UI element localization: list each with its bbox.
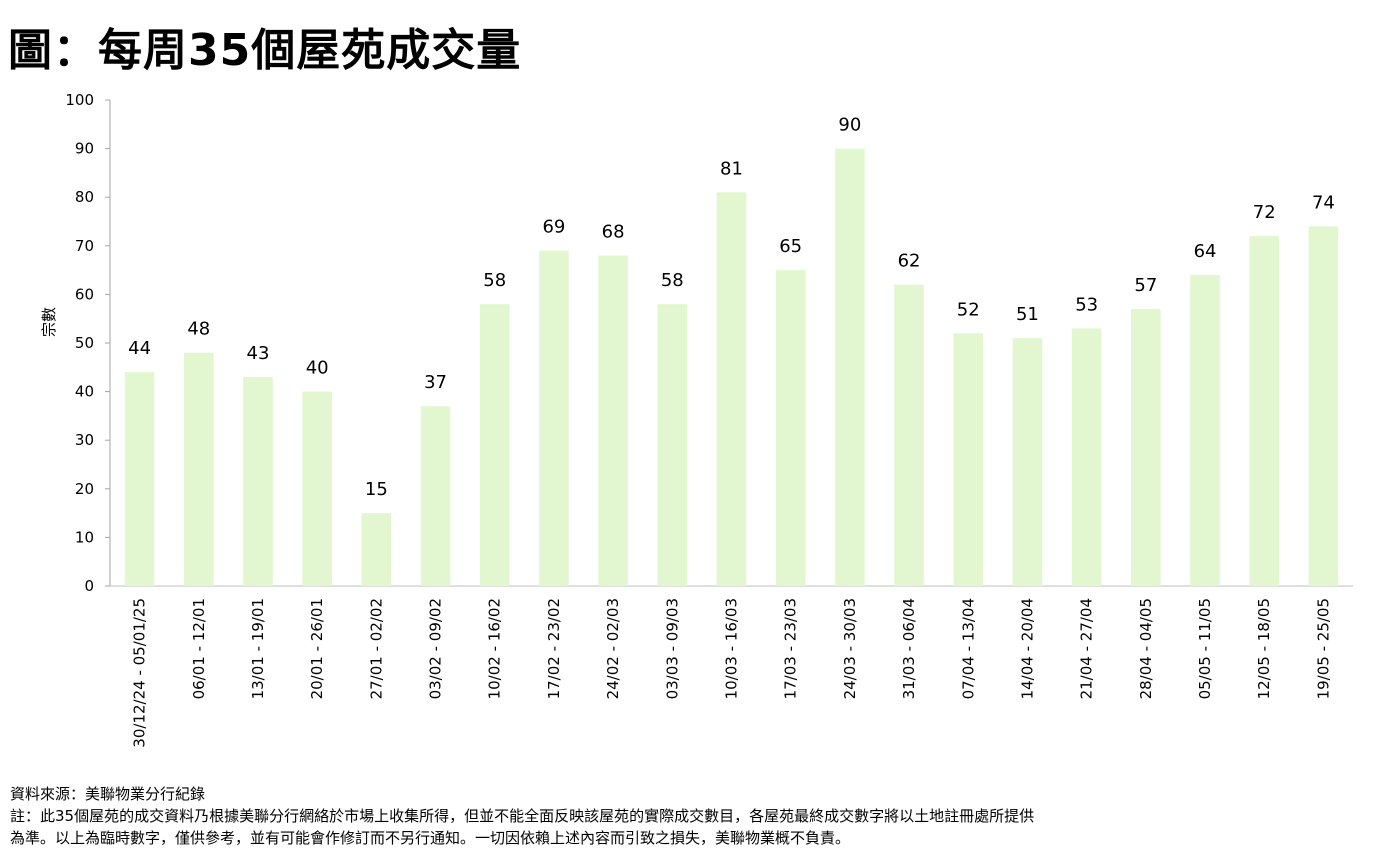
- category-label: 31/03 - 06/04: [900, 598, 918, 699]
- y-tick-label: 100: [65, 91, 94, 109]
- disclaimer-line-2: 為準。以上為臨時數字，僅供參考，並有可能會作修訂而不另行通知。一切因依賴上述內容…: [10, 829, 851, 847]
- data-labels: 44 48 43 40 15 37 58 69 68 58 81 65 90 62 52 51 53 57 64 72…: [128, 115, 1335, 501]
- data-label: 44: [128, 338, 151, 359]
- data-label: 74: [1312, 192, 1335, 213]
- data-label: 37: [424, 372, 447, 393]
- bar: [1012, 338, 1043, 586]
- category-label: 17/02 - 23/02: [545, 598, 563, 699]
- bar: [598, 255, 628, 586]
- category-label: 12/05 - 18/05: [1255, 598, 1273, 699]
- category-label: 10/03 - 16/03: [723, 598, 741, 699]
- bar: [361, 513, 392, 586]
- y-tick-label: 30: [75, 431, 94, 449]
- category-label: 17/03 - 23/03: [782, 598, 800, 699]
- data-label: 48: [187, 319, 210, 340]
- data-label: 68: [602, 222, 625, 243]
- bar: [657, 304, 688, 586]
- category-label: 07/04 - 13/04: [959, 598, 977, 699]
- data-label: 69: [542, 217, 565, 238]
- category-label: 24/02 - 02/03: [604, 598, 622, 699]
- data-label: 90: [838, 115, 861, 136]
- data-label: 52: [957, 299, 980, 320]
- bar: [243, 377, 273, 586]
- y-tick-label: 40: [75, 383, 94, 401]
- data-label: 58: [483, 270, 506, 291]
- category-label: 30/12/24 - 05/01/25: [131, 598, 149, 748]
- category-label: 28/04 - 04/05: [1137, 598, 1155, 699]
- data-label: 53: [1075, 294, 1098, 315]
- y-tick-label: 50: [75, 334, 94, 352]
- bar: [835, 148, 865, 586]
- bar: [775, 270, 806, 586]
- category-label: 19/05 - 25/05: [1314, 598, 1332, 699]
- y-tick-label: 20: [75, 480, 94, 498]
- bar: [539, 250, 569, 586]
- bar: [1190, 274, 1220, 586]
- data-label: 64: [1194, 241, 1217, 262]
- y-tick-label: 10: [75, 528, 94, 546]
- data-label: 43: [247, 343, 270, 364]
- y-tick-label: 60: [75, 285, 94, 303]
- category-label: 06/01 - 12/01: [190, 598, 208, 699]
- bar: [183, 352, 214, 586]
- data-label: 62: [898, 251, 921, 272]
- data-label: 58: [661, 270, 684, 291]
- bar: [124, 372, 155, 586]
- data-label: 72: [1253, 202, 1276, 223]
- y-tick-label: 90: [75, 140, 94, 158]
- data-label: 57: [1134, 275, 1157, 296]
- category-label: 27/01 - 02/02: [367, 598, 385, 699]
- bar: [302, 391, 332, 586]
- data-label: 40: [306, 358, 329, 379]
- bar: [1131, 308, 1161, 586]
- bar: [1071, 328, 1102, 586]
- data-label: 65: [779, 236, 802, 257]
- x-axis-categories: 30/12/24 - 05/01/25 06/01 - 12/01 13/01 - …: [131, 598, 1333, 748]
- bar: [894, 284, 924, 586]
- chart-title: 圖：每周35個屋苑成交量: [8, 25, 522, 76]
- data-label: 51: [1016, 304, 1039, 325]
- category-label: 14/04 - 20/04: [1018, 598, 1036, 699]
- bar: [1308, 226, 1339, 587]
- category-label: 03/02 - 09/02: [427, 598, 445, 699]
- bar: [953, 333, 984, 586]
- data-label: 81: [720, 158, 743, 179]
- category-label: 21/04 - 27/04: [1078, 598, 1096, 699]
- category-label: 24/03 - 30/03: [841, 598, 859, 699]
- category-label: 20/01 - 26/01: [308, 598, 326, 699]
- category-label: 05/05 - 11/05: [1196, 598, 1214, 699]
- disclaimer-line-1: 註：此35個屋苑的成交資料乃根據美聯分行網絡於市場上收集所得，但並不能全面反映該…: [10, 807, 1035, 825]
- category-label: 10/02 - 16/02: [486, 598, 504, 699]
- bar: [1249, 236, 1280, 586]
- bar: [420, 406, 451, 586]
- data-label: 15: [365, 479, 388, 500]
- bar: [479, 304, 510, 586]
- category-label: 03/03 - 09/03: [663, 598, 681, 699]
- category-label: 13/01 - 19/01: [249, 598, 267, 699]
- y-tick-label: 80: [75, 188, 94, 206]
- footer: 資料來源：美聯物業分行紀錄 註：此35個屋苑的成交資料乃根據美聯分行網絡於市場上…: [10, 783, 1380, 849]
- bars: [124, 148, 1339, 587]
- source-note: 資料來源：美聯物業分行紀錄: [10, 785, 206, 803]
- y-tick-label: 0: [84, 577, 94, 595]
- y-axis-label: 宗數: [40, 307, 58, 337]
- bar: [716, 192, 747, 586]
- y-tick-label: 70: [75, 237, 94, 255]
